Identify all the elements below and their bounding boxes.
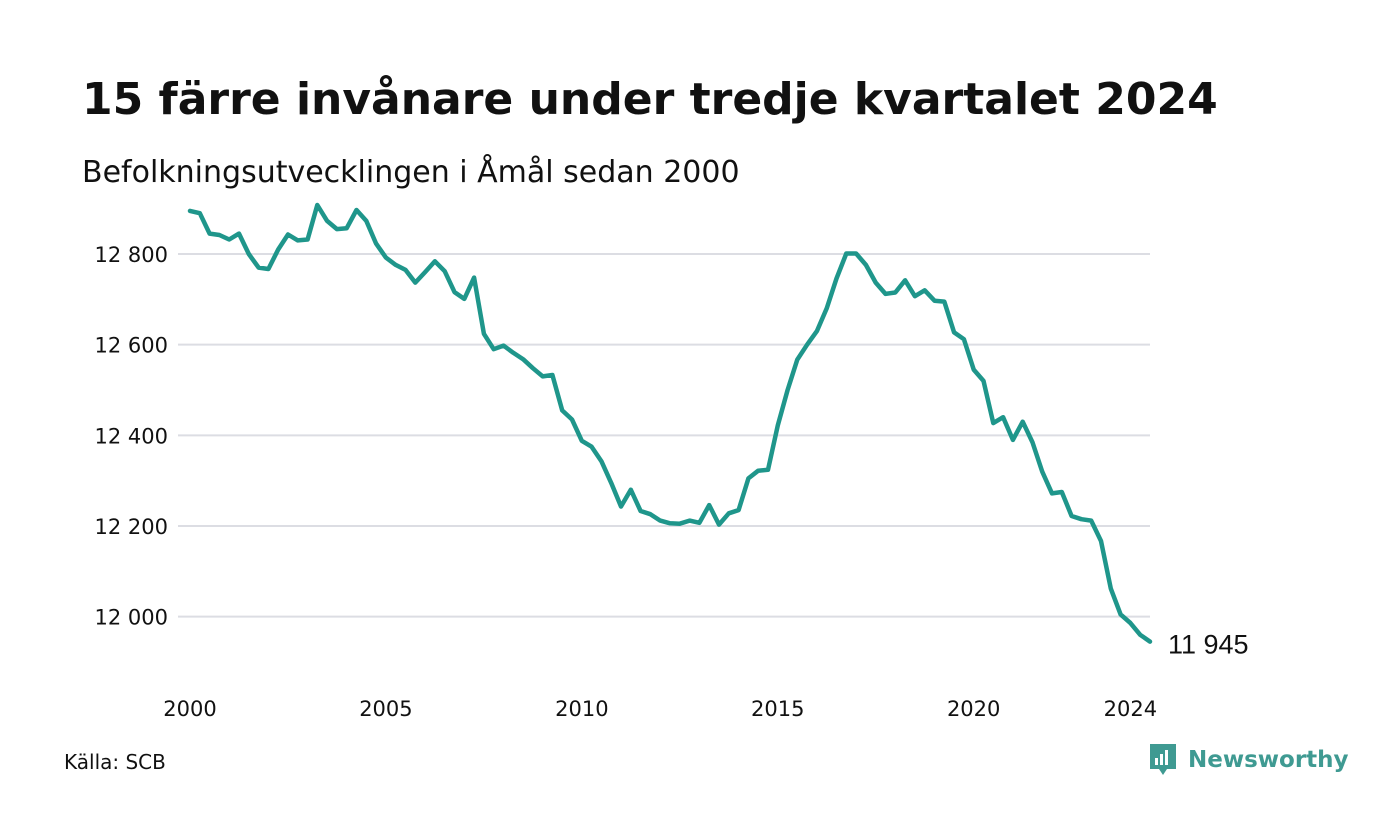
newsworthy-logo-icon	[1150, 744, 1176, 775]
x-tick-label: 2000	[163, 697, 216, 721]
grid-lines	[178, 253, 1150, 618]
x-tick-label: 2015	[751, 697, 804, 721]
brand-name: Newsworthy	[1188, 747, 1349, 773]
x-tick-label: 2024	[1104, 697, 1157, 721]
end-value-label: 11 945	[1168, 630, 1249, 660]
y-axis-tick-labels: 12 000 12 200 12 400 12 600 12 800	[95, 243, 168, 630]
source-note: Källa: SCB	[64, 750, 166, 774]
population-series-line	[187, 202, 1153, 644]
series-layer	[187, 202, 1153, 644]
brand-logo: Newsworthy	[1148, 742, 1349, 778]
y-tick-label: 12 400	[95, 424, 168, 448]
y-tick-label: 12 800	[95, 243, 168, 267]
x-tick-label: 2020	[947, 697, 1000, 721]
y-tick-label: 12 200	[95, 515, 168, 539]
chart-subtitle: Befolkningsutvecklingen i Åmål sedan 200…	[82, 155, 740, 190]
x-tick-label: 2005	[359, 697, 412, 721]
end-label-layer: 11 945	[1168, 630, 1249, 660]
y-tick-label: 12 600	[95, 334, 168, 358]
page-title: 15 färre invånare under tredje kvartalet…	[82, 74, 1218, 125]
y-tick-label: 12 000	[95, 606, 168, 630]
x-axis-tick-labels: 2000 2005 2010 2015 2020 2024	[163, 697, 1157, 721]
x-tick-label: 2010	[555, 697, 608, 721]
